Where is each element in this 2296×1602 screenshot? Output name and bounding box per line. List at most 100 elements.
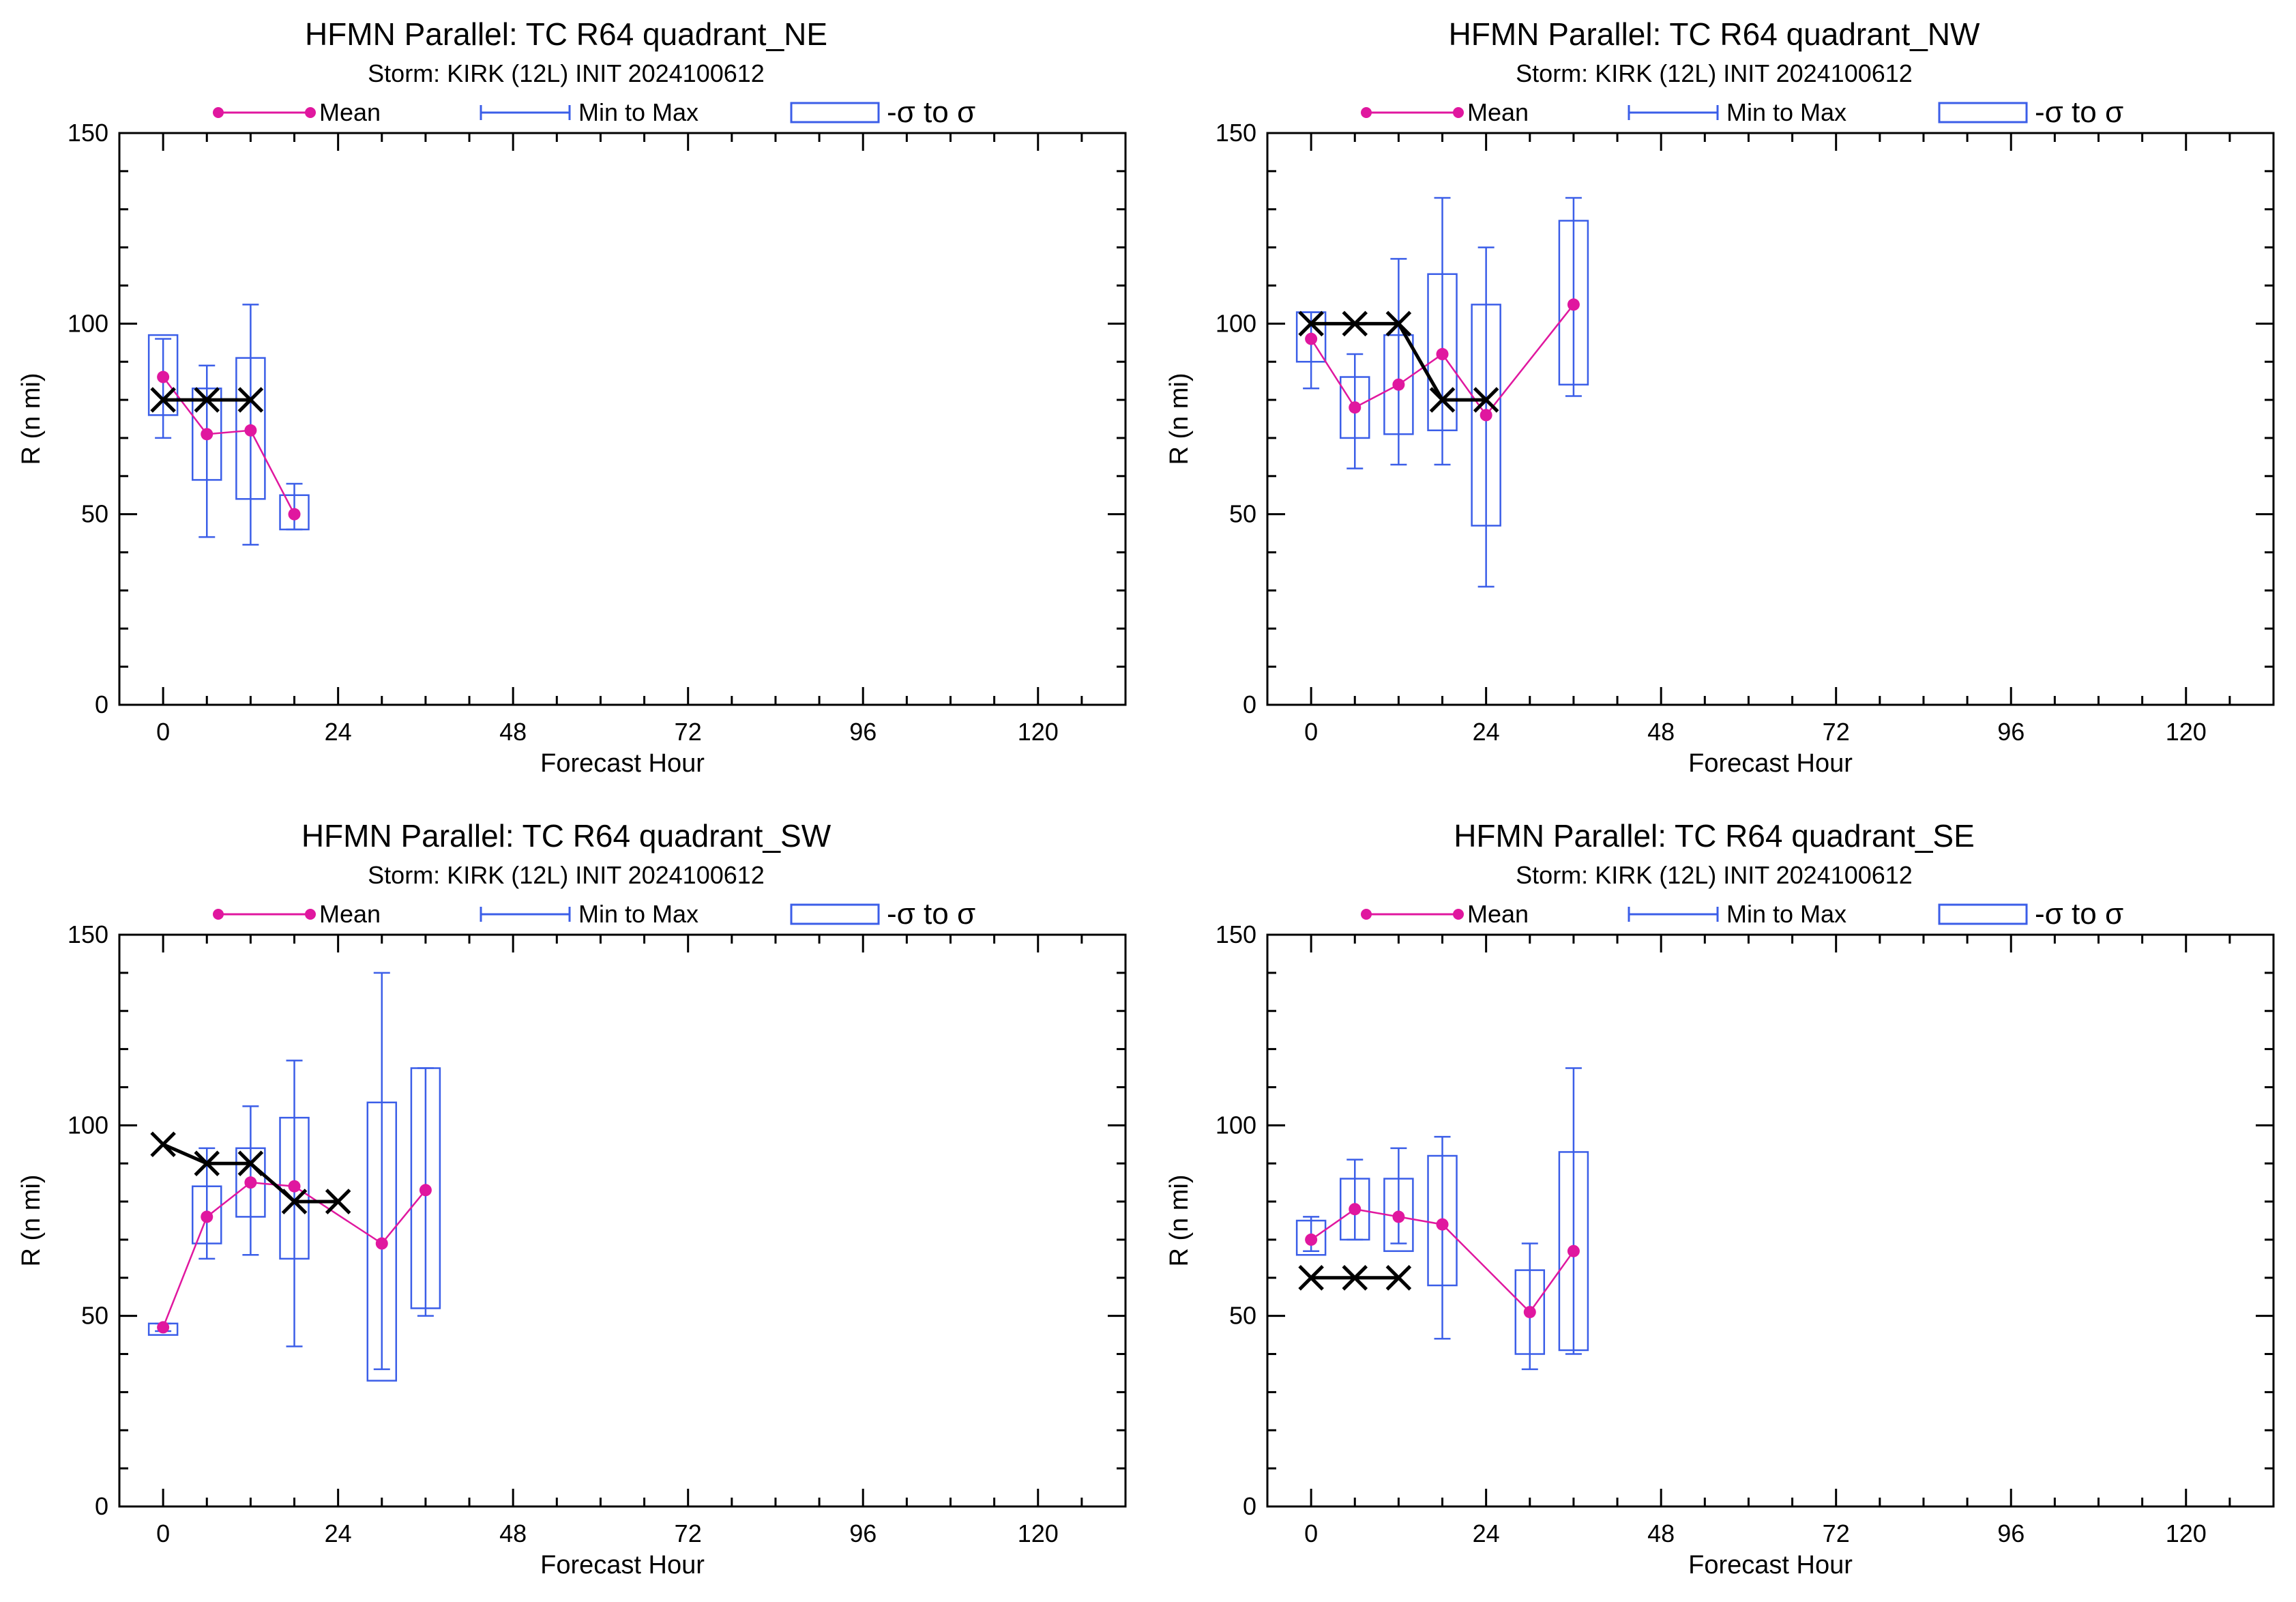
observed-marker [194, 387, 220, 413]
x-tick-label: 24 [1473, 718, 1500, 746]
sigma-box [1295, 1219, 1327, 1256]
x-tick-label: 0 [156, 718, 170, 746]
x-tick-label: 96 [849, 718, 877, 746]
mean-point [1349, 401, 1362, 414]
mean-point [244, 424, 257, 437]
mean-point [288, 1180, 301, 1193]
chart-panel: HFMN Parallel: TC R64 quadrant_SE Storm: … [1165, 818, 2275, 1579]
y-tick-label: 0 [95, 1492, 108, 1520]
x-tick-label: 120 [2166, 1519, 2207, 1547]
mean-point [201, 1210, 214, 1223]
x-tick-label: 48 [1647, 718, 1675, 746]
y-tick-label: 0 [1243, 1492, 1256, 1520]
legend-range-label: Min to Max [578, 900, 698, 928]
mean-point [1567, 298, 1580, 311]
plot-frame [1266, 132, 2275, 706]
legend-sigma-label: -σ to σ [2035, 96, 2123, 129]
x-tick-label: 120 [2166, 718, 2207, 746]
x-axis-label: Forecast Hour [540, 1551, 705, 1579]
legend-range-label: Min to Max [1726, 98, 1846, 126]
observed-marker [1473, 387, 1499, 413]
sigma-box [1471, 304, 1501, 527]
legend-mean-marker [1453, 909, 1464, 920]
legend-sigma-box [790, 903, 880, 925]
x-tick-label: 120 [1018, 718, 1059, 746]
sigma-box [147, 334, 179, 416]
chart-panel: HFMN Parallel: TC R64 quadrant_NE Storm: … [17, 16, 1127, 778]
x-tick-label: 72 [1823, 1519, 1850, 1547]
observed-marker [1385, 310, 1412, 337]
sigma-box [235, 1147, 266, 1218]
observed-marker [325, 1189, 351, 1214]
sigma-box [1295, 311, 1327, 363]
mean-point [419, 1184, 432, 1197]
mean-point [1392, 378, 1405, 391]
x-tick-label: 96 [1997, 1519, 2025, 1547]
y-tick-label: 150 [1216, 119, 1256, 147]
sigma-box [1427, 273, 1458, 432]
y-tick-label: 50 [1229, 1302, 1256, 1330]
plot-frame [118, 933, 1127, 1508]
mean-point [157, 1321, 170, 1334]
y-axis-label: R (n mi) [17, 1174, 46, 1266]
sigma-box [1383, 334, 1414, 435]
legend-sigma-label: -σ to σ [2035, 897, 2123, 931]
legend-mean-marker [1361, 107, 1372, 118]
legend-sigma-box [1938, 102, 2028, 123]
x-tick-label: 72 [1823, 718, 1850, 746]
x-axis-label: Forecast Hour [1688, 749, 1853, 778]
observed-marker [150, 1131, 176, 1158]
mean-point [244, 1176, 257, 1189]
chart-subtitle: Storm: KIRK (12L) INIT 2024100612 [1516, 59, 1913, 87]
y-tick-label: 0 [1243, 690, 1256, 718]
x-tick-label: 48 [1647, 1519, 1675, 1547]
x-tick-label: 24 [1473, 1519, 1500, 1547]
mean-point [1392, 1210, 1405, 1223]
x-tick-label: 48 [499, 1519, 527, 1547]
y-axis-label: R (n mi) [1165, 373, 1194, 465]
mean-point [1349, 1203, 1362, 1216]
observed-marker [194, 1150, 220, 1176]
legend: Mean Min to Max -σ to σ [213, 897, 975, 931]
y-tick-label: 150 [1216, 920, 1256, 948]
sigma-box [1558, 220, 1589, 385]
y-tick-label: 100 [68, 309, 108, 337]
observed-marker [1342, 310, 1368, 337]
sigma-box [192, 1185, 222, 1244]
legend-range-label: Min to Max [578, 98, 698, 126]
mean-line [1310, 1208, 1574, 1314]
mean-point [1523, 1306, 1536, 1319]
observed-marker [1342, 1265, 1368, 1291]
chart-subtitle: Storm: KIRK (12L) INIT 2024100612 [368, 59, 765, 87]
chart-subtitle: Storm: KIRK (12L) INIT 2024100612 [1516, 861, 1913, 889]
sigma-box [279, 494, 310, 531]
legend-mean-marker [1453, 107, 1464, 118]
legend: Mean Min to Max -σ to σ [1361, 96, 2123, 129]
chart-title: HFMN Parallel: TC R64 quadrant_SE [1454, 818, 1975, 854]
chart-title: HFMN Parallel: TC R64 quadrant_SW [301, 818, 831, 854]
x-tick-label: 0 [1304, 718, 1318, 746]
sigma-box [410, 1067, 441, 1309]
sigma-box [235, 357, 266, 500]
y-tick-label: 150 [68, 119, 108, 147]
observed-marker [281, 1189, 308, 1214]
mean-point [1436, 348, 1449, 361]
chart-panel: HFMN Parallel: TC R64 quadrant_NW Storm: … [1165, 16, 2275, 778]
legend-sigma-box [1938, 903, 2028, 925]
x-tick-label: 48 [499, 718, 527, 746]
legend-sigma-box [790, 102, 880, 123]
y-tick-label: 50 [81, 1302, 108, 1330]
chart-title: HFMN Parallel: TC R64 quadrant_NW [1449, 16, 1980, 52]
mean-point [1480, 409, 1492, 422]
legend-mean-label: Mean [319, 98, 381, 126]
observed-marker [1385, 1265, 1412, 1291]
mean-line [162, 376, 295, 515]
chart-title: HFMN Parallel: TC R64 quadrant_NE [305, 16, 827, 52]
chart-subtitle: Storm: KIRK (12L) INIT 2024100612 [368, 861, 765, 889]
mean-point [1305, 332, 1318, 345]
observed-marker [1298, 310, 1324, 337]
mean-point [157, 370, 170, 383]
mean-point [1305, 1233, 1318, 1246]
chart-panel: HFMN Parallel: TC R64 quadrant_SW Storm: … [17, 818, 1127, 1579]
